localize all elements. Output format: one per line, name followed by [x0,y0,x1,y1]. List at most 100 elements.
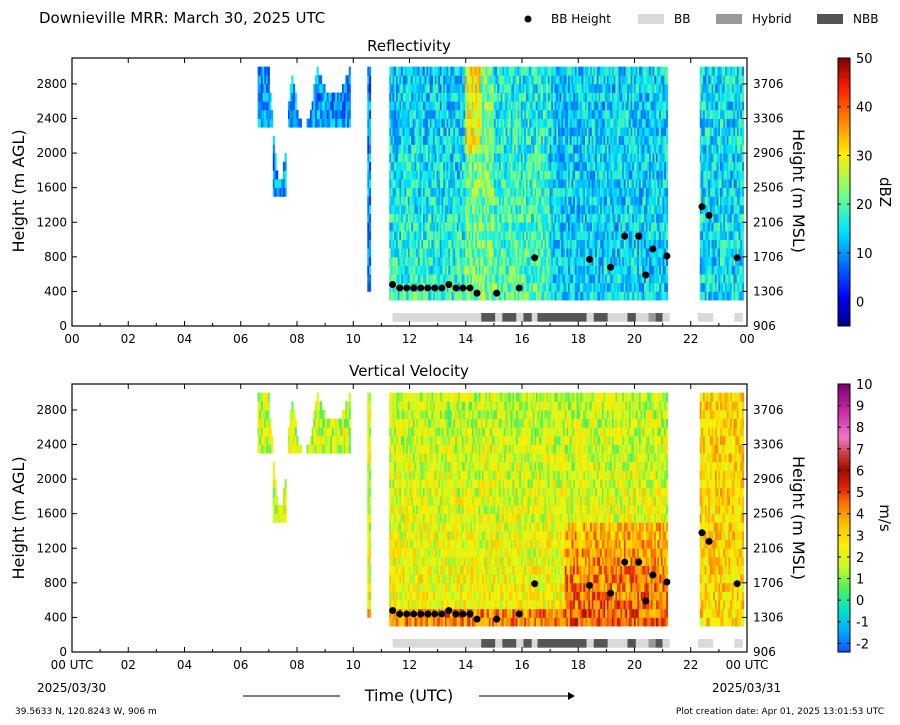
heatmap-cell [574,127,577,137]
heatmap-cell [559,282,562,292]
heatmap-cell [549,248,552,258]
heatmap-cell [542,196,545,206]
heatmap-cell [412,109,415,119]
heatmap-cell [493,282,496,292]
heatmap-cell [564,256,567,266]
heatmap-cell [439,75,442,85]
heatmap-cell [514,153,517,163]
heatmap-cell [532,187,535,197]
heatmap-cell [404,127,407,137]
heatmap-cell [477,282,480,292]
heatmap-cell [711,179,714,189]
heatmap-cell [598,204,601,215]
heatmap-cell [455,213,458,223]
heatmap-cell [610,118,613,128]
heatmap-cell [510,230,513,240]
heatmap-cell [610,144,613,154]
heatmap-cell [605,239,608,249]
heatmap-cell [610,109,613,119]
heatmap-cell [558,135,561,145]
heatmap-cell [411,239,414,249]
heatmap-cell [426,127,429,137]
heatmap-cell [576,109,579,119]
heatmap-cell [596,170,599,180]
heatmap-cell [701,196,704,206]
heatmap-cell [537,135,540,145]
heatmap-cell [531,196,534,206]
heatmap-cell [709,66,712,76]
heatmap-cell [411,109,414,119]
heatmap-cell [650,161,653,171]
heatmap-cell [443,101,446,111]
heatmap-cell [498,291,502,301]
heatmap-cell [588,92,591,102]
heatmap-cell [595,153,598,163]
heatmap-cell [443,204,446,215]
heatmap-cell [617,204,620,215]
heatmap-cell [608,170,611,180]
heatmap-cell [507,127,510,137]
heatmap-cell [424,135,427,145]
heatmap-cell [369,196,372,206]
heatmap-cell [666,83,669,93]
heatmap-cell [443,118,446,128]
heatmap-cell [262,92,265,102]
heatmap-cell [595,127,598,137]
heatmap-cell [419,135,422,145]
heatmap-cell [471,204,475,215]
heatmap-cell [578,109,581,119]
heatmap-cell [458,170,461,180]
heatmap-cell [461,118,464,128]
heatmap-cell [590,92,593,102]
heatmap-cell [517,291,520,301]
heatmap-cell [389,135,392,145]
heatmap-cell [549,118,552,128]
heatmap-cell [412,101,415,111]
heatmap-cell [704,196,707,206]
heatmap-cell [458,66,461,76]
heatmap-cell [571,265,574,275]
heatmap-cell [603,170,606,180]
heatmap-cell [706,118,709,128]
heatmap-cell [512,101,515,111]
heatmap-cell [569,101,572,111]
heatmap-cell [559,196,562,206]
heatmap-cell [514,256,517,266]
heatmap-cell [539,196,542,206]
heatmap-cell [500,187,503,197]
heatmap-cell [622,135,625,145]
heatmap-cell [453,75,456,85]
heatmap-cell [487,196,490,206]
heatmap-cell [421,248,424,258]
heatmap-cell [407,75,410,85]
heatmap-cell [554,239,557,249]
heatmap-cell [578,265,581,275]
heatmap-cell [522,222,525,232]
heatmap-cell [659,291,662,301]
heatmap-cell [603,118,606,128]
heatmap-cell [433,83,436,93]
heatmap-cell [367,282,370,292]
heatmap-cell [561,282,564,292]
heatmap-cell [642,179,645,189]
heatmap-cell [429,83,432,93]
heatmap-cell [647,256,650,266]
heatmap-cell [423,127,426,137]
heatmap-cell [664,161,667,171]
heatmap-cell [534,135,537,145]
heatmap-cell [407,196,410,206]
heatmap-cell [446,144,449,154]
heatmap-cell [628,256,631,266]
heatmap-cell [662,109,665,119]
heatmap-cell [424,153,427,163]
heatmap-cell [536,248,539,258]
heatmap-cell [257,75,260,85]
heatmap-cell [615,153,618,163]
heatmap-cell [639,118,642,128]
heatmap-cell [500,213,503,223]
heatmap-cell [438,135,441,145]
heatmap-cell [542,291,545,301]
heatmap-cell [419,204,422,215]
heatmap-cell [522,248,525,258]
heatmap-cell [490,196,493,206]
